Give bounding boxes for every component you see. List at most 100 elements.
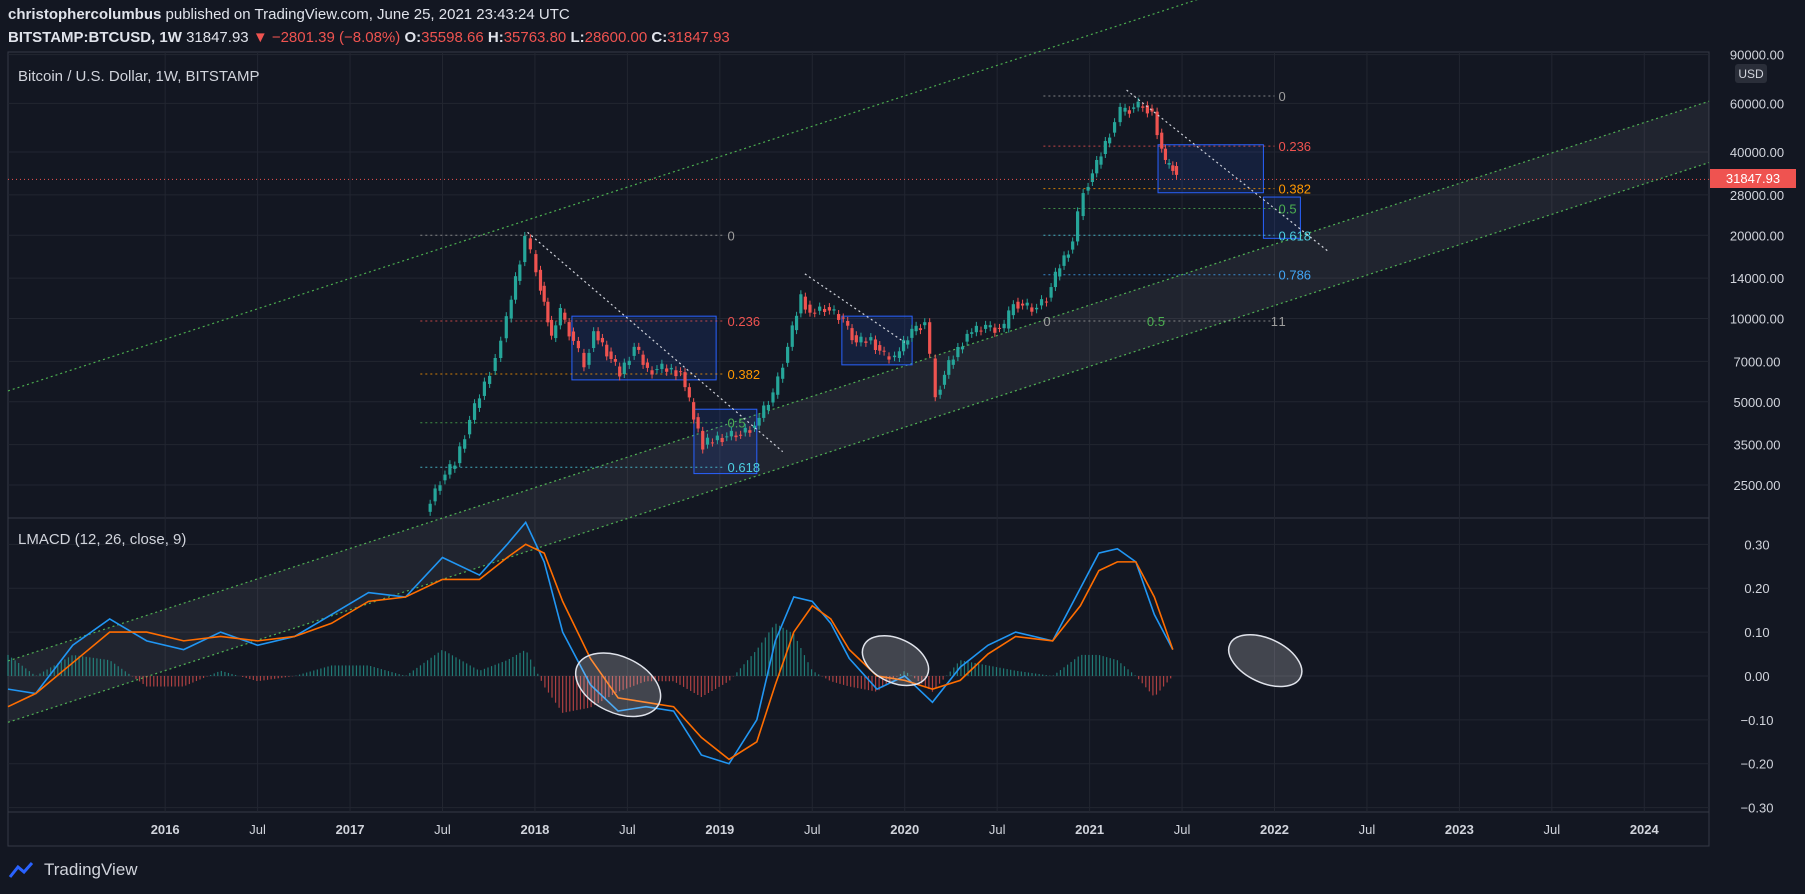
x-tick-label: 2022 <box>1260 822 1289 837</box>
low-label: L: <box>570 29 585 46</box>
chart-title: Bitcoin / U.S. Dollar, 1W, BITSTAMP <box>18 68 259 85</box>
candle-body <box>655 369 659 371</box>
channel-upper <box>7 0 1198 392</box>
candle-body <box>715 435 719 441</box>
y-tick-label: 60000.00 <box>1730 96 1784 111</box>
candle-body <box>587 352 591 365</box>
candle-body <box>687 387 691 398</box>
candle-body <box>846 320 850 326</box>
candle-body <box>794 315 799 331</box>
candle-body <box>683 372 687 388</box>
candle-body <box>887 356 891 360</box>
fib-label: 1 <box>1279 314 1286 329</box>
x-tick-label: Jul <box>989 822 1006 837</box>
candle-body <box>600 337 605 343</box>
candle-body <box>914 325 918 332</box>
candle-body <box>1163 148 1168 160</box>
candle-body <box>546 301 550 323</box>
candle-body <box>1145 105 1149 114</box>
y-tick-label: 3500.00 <box>1734 438 1781 453</box>
currency-badge[interactable] <box>1735 64 1767 83</box>
candle-body <box>859 336 863 343</box>
footer: TradingView <box>8 860 138 880</box>
candle-body <box>827 307 831 311</box>
candle-body <box>942 374 947 385</box>
high-label: H: <box>487 29 504 46</box>
candle-body <box>988 325 992 328</box>
last-price-badge: 31847.93 <box>1710 169 1796 189</box>
candle-body <box>974 325 978 333</box>
candle-body <box>1141 106 1145 108</box>
candle-body <box>499 340 503 358</box>
candle-body <box>993 327 997 333</box>
candle-body <box>1108 137 1112 144</box>
x-tick-label: Jul <box>249 822 266 837</box>
candle-body <box>1167 162 1171 165</box>
macd-tick-label: 0.20 <box>1744 581 1769 596</box>
candle-body <box>554 325 558 339</box>
candle-body <box>832 309 836 311</box>
currency-label: USD <box>1738 67 1764 81</box>
candle-body <box>739 434 743 436</box>
fib-label: 0.236 <box>1279 139 1312 154</box>
annotation-ellipses <box>574 633 1303 718</box>
candle-body <box>1066 254 1070 258</box>
fib-label: 0.5 <box>728 416 746 431</box>
fib-label: 0.382 <box>1279 182 1312 197</box>
candle-body <box>864 341 868 343</box>
last-price: 31847.93 <box>186 29 249 46</box>
open-value: 35598.66 <box>421 29 484 46</box>
x-tick-label: Jul <box>1174 822 1191 837</box>
candle-body <box>757 417 761 426</box>
candle-body <box>743 427 747 433</box>
fib-label: 0.5 <box>1147 314 1165 329</box>
candle-body <box>720 437 724 443</box>
zone-box <box>571 315 717 381</box>
candle-body <box>1071 241 1075 250</box>
candle-body <box>513 276 518 300</box>
x-tick-label: Jul <box>1359 822 1376 837</box>
candle-body <box>901 339 906 352</box>
candle-body <box>752 425 757 428</box>
tradingview-logo-icon[interactable] <box>8 861 38 879</box>
x-tick-label: 2017 <box>336 822 365 837</box>
candle-body <box>997 327 1002 329</box>
candle-body <box>458 446 462 464</box>
x-tick-label: 2021 <box>1075 822 1104 837</box>
candle-body <box>710 442 715 444</box>
candle-body <box>1016 301 1020 309</box>
candle-body <box>493 357 497 371</box>
brand-name[interactable]: TradingView <box>44 860 138 879</box>
candle-body <box>571 331 576 341</box>
macd-title: LMACD (12, 26, close, 9) <box>18 531 186 548</box>
candle-body <box>438 485 442 491</box>
candle-body <box>518 264 522 281</box>
candle-body <box>841 317 845 319</box>
candle-body <box>1035 307 1039 310</box>
candle-body <box>669 367 673 370</box>
candle-body <box>622 362 626 375</box>
x-tick-label: 2023 <box>1445 822 1474 837</box>
candle-body <box>558 307 562 326</box>
x-tick-label: 2020 <box>890 822 919 837</box>
candle-body <box>1112 122 1117 133</box>
candle-body <box>632 346 636 356</box>
candle-body <box>984 324 988 329</box>
fib-label: 0.618 <box>1279 228 1312 243</box>
candle-body <box>453 465 457 469</box>
candle-body <box>637 346 641 350</box>
candle-body <box>1049 287 1053 298</box>
close-value: 31847.93 <box>667 29 730 46</box>
fib-label: 0 <box>1279 89 1286 104</box>
y-tick-label: 5000.00 <box>1734 395 1781 410</box>
grid <box>8 52 1709 812</box>
macd-tick-label: 0.10 <box>1744 625 1769 640</box>
candle-body <box>448 464 452 475</box>
candle-body <box>970 332 974 334</box>
x-tick-label: Jul <box>1544 822 1561 837</box>
author-name[interactable]: christophercolumbus <box>8 6 162 23</box>
candle-body <box>892 355 897 358</box>
candle-body <box>650 370 654 375</box>
candle-body <box>596 331 600 341</box>
